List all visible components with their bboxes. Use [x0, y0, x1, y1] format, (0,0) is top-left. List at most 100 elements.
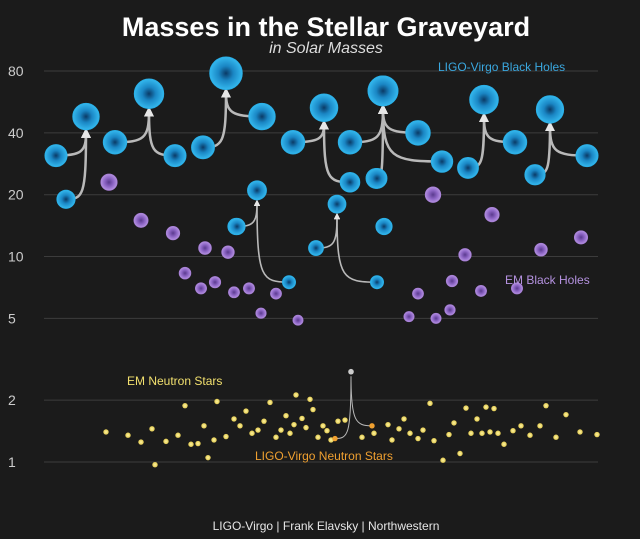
- y-tick-label: 40: [8, 125, 24, 141]
- em-neutron-star-point: [205, 454, 211, 461]
- ligo-bh-remnant: [133, 78, 165, 109]
- y-tick-label: 5: [8, 310, 16, 326]
- em-neutron-star-point: [495, 430, 501, 436]
- em-black-hole-point: [445, 274, 459, 288]
- ligo-bh-component: [102, 130, 128, 155]
- em-neutron-star-point: [299, 415, 305, 422]
- ligo-bh-remnant: [367, 75, 399, 107]
- em-neutron-star-point: [401, 416, 407, 422]
- em-neutron-star-point: [163, 438, 169, 445]
- y-tick-label: 10: [8, 249, 24, 265]
- y-tick-label: 2: [8, 392, 16, 408]
- ligo-bh-component: [375, 217, 393, 236]
- ligo-bh-remnant: [469, 84, 499, 115]
- em-black-hole-point: [100, 173, 118, 191]
- y-tick-label: 20: [8, 187, 24, 203]
- em-neutron-star-point: [451, 420, 457, 426]
- em-neutron-star-point: [446, 431, 452, 438]
- em-black-hole-point: [403, 311, 415, 323]
- em-black-hole-point: [198, 241, 212, 255]
- em-neutron-star-point: [211, 437, 217, 443]
- ligo-bh-component: [56, 189, 76, 209]
- ligo-bh-component: [163, 144, 187, 168]
- em-neutron-star-point: [223, 433, 229, 440]
- y-axis-ticks: 80 40 20 10 5 2 1: [8, 63, 24, 470]
- em-neutron-star-point: [474, 416, 480, 422]
- em-neutron-star-point: [324, 428, 330, 434]
- ligo-bh-component: [337, 130, 363, 155]
- em-neutron-star-point: [371, 430, 377, 436]
- em-neutron-star-point: [427, 400, 433, 407]
- em-black-hole-point: [573, 230, 589, 245]
- ns-merger-arrow-b: [350, 376, 373, 427]
- ligo-neutron-star-point: [332, 435, 338, 442]
- em-neutron-star-point: [457, 450, 463, 457]
- y-tick-label: 80: [8, 63, 24, 79]
- em-neutron-star-point: [188, 441, 194, 447]
- merger-arrow-0-b: [64, 127, 91, 201]
- ligo-bh-component: [370, 275, 384, 290]
- em-neutron-star-point: [320, 423, 326, 429]
- em-black-hole-point: [270, 287, 282, 300]
- em-neutron-star-point: [420, 427, 426, 433]
- ligo-neutron-star-remnant: [348, 368, 354, 375]
- em-neutron-star-point: [510, 428, 516, 434]
- em-black-hole-point: [195, 282, 207, 295]
- em-neutron-star-point: [594, 431, 600, 438]
- em-neutron-star-point: [389, 437, 395, 443]
- em-neutron-star-point: [342, 417, 348, 423]
- em-neutron-star-point: [287, 430, 293, 436]
- em-neutron-star-point: [431, 437, 437, 444]
- chart-title: Masses in the Stellar Graveyard: [122, 12, 530, 42]
- em-neutron-star-point: [195, 440, 201, 447]
- ligo-bh-component: [524, 164, 546, 186]
- ligo-bh-component: [457, 157, 479, 179]
- em-black-hole-point: [255, 307, 267, 319]
- em-neutron-star-point: [315, 434, 321, 440]
- em-neutron-star-point: [278, 427, 284, 433]
- em-neutron-star-point: [243, 408, 249, 414]
- em-neutron-star-point: [543, 402, 549, 409]
- em-neutron-star-point: [201, 423, 207, 429]
- em-black-hole-point: [484, 207, 500, 223]
- ligo-bh-component: [282, 275, 296, 290]
- em-neutron-star-point: [237, 423, 243, 429]
- em-neutron-star-point: [385, 421, 391, 428]
- em-neutron-star-point: [255, 427, 261, 433]
- em-neutron-star-point: [479, 430, 485, 436]
- em-black-hole-point: [430, 312, 442, 324]
- em-neutron-star-point: [518, 423, 524, 429]
- em-black-hole-point: [534, 242, 548, 257]
- em-neutron-star-point: [463, 405, 469, 411]
- ligo-bh-component: [405, 120, 431, 146]
- em-neutron-star-point: [501, 441, 507, 447]
- ligo-bh-remnant: [309, 93, 339, 122]
- em-neutron-star-point: [293, 392, 299, 398]
- em-neutron-star-point: [152, 462, 158, 468]
- em-black-hole-point: [208, 276, 222, 289]
- em-neutron-star-point: [307, 396, 313, 402]
- em-black-hole-point: [458, 248, 472, 262]
- legend-ligo-black-holes: LIGO-Virgo Black Holes: [438, 60, 565, 74]
- em-neutron-star-point: [310, 406, 316, 413]
- em-neutron-star-point: [125, 432, 131, 438]
- em-neutron-star-point: [149, 426, 155, 432]
- em-neutron-star-point: [396, 426, 402, 432]
- ligo-bh-remnant: [72, 102, 100, 131]
- ligo-bh-component: [366, 167, 388, 189]
- em-neutron-star-point: [175, 432, 181, 438]
- em-neutron-star-point: [249, 430, 255, 436]
- ligo-bh-component: [44, 144, 68, 168]
- em-black-hole-point: [165, 226, 181, 241]
- y-tick-label: 1: [8, 454, 16, 470]
- ligo-bh-remnant: [247, 180, 267, 201]
- em-black-hole-point: [243, 282, 255, 295]
- merger-arrow-8-b: [253, 199, 290, 284]
- em-black-hole-point: [511, 282, 523, 295]
- ligo-bh-component: [308, 240, 324, 256]
- em-black-hole-point: [228, 286, 240, 299]
- ligo-bh-component: [575, 144, 599, 168]
- em-neutron-star-point: [415, 435, 421, 442]
- em-black-hole-point: [444, 304, 456, 316]
- ligo-bh-remnant: [209, 56, 243, 90]
